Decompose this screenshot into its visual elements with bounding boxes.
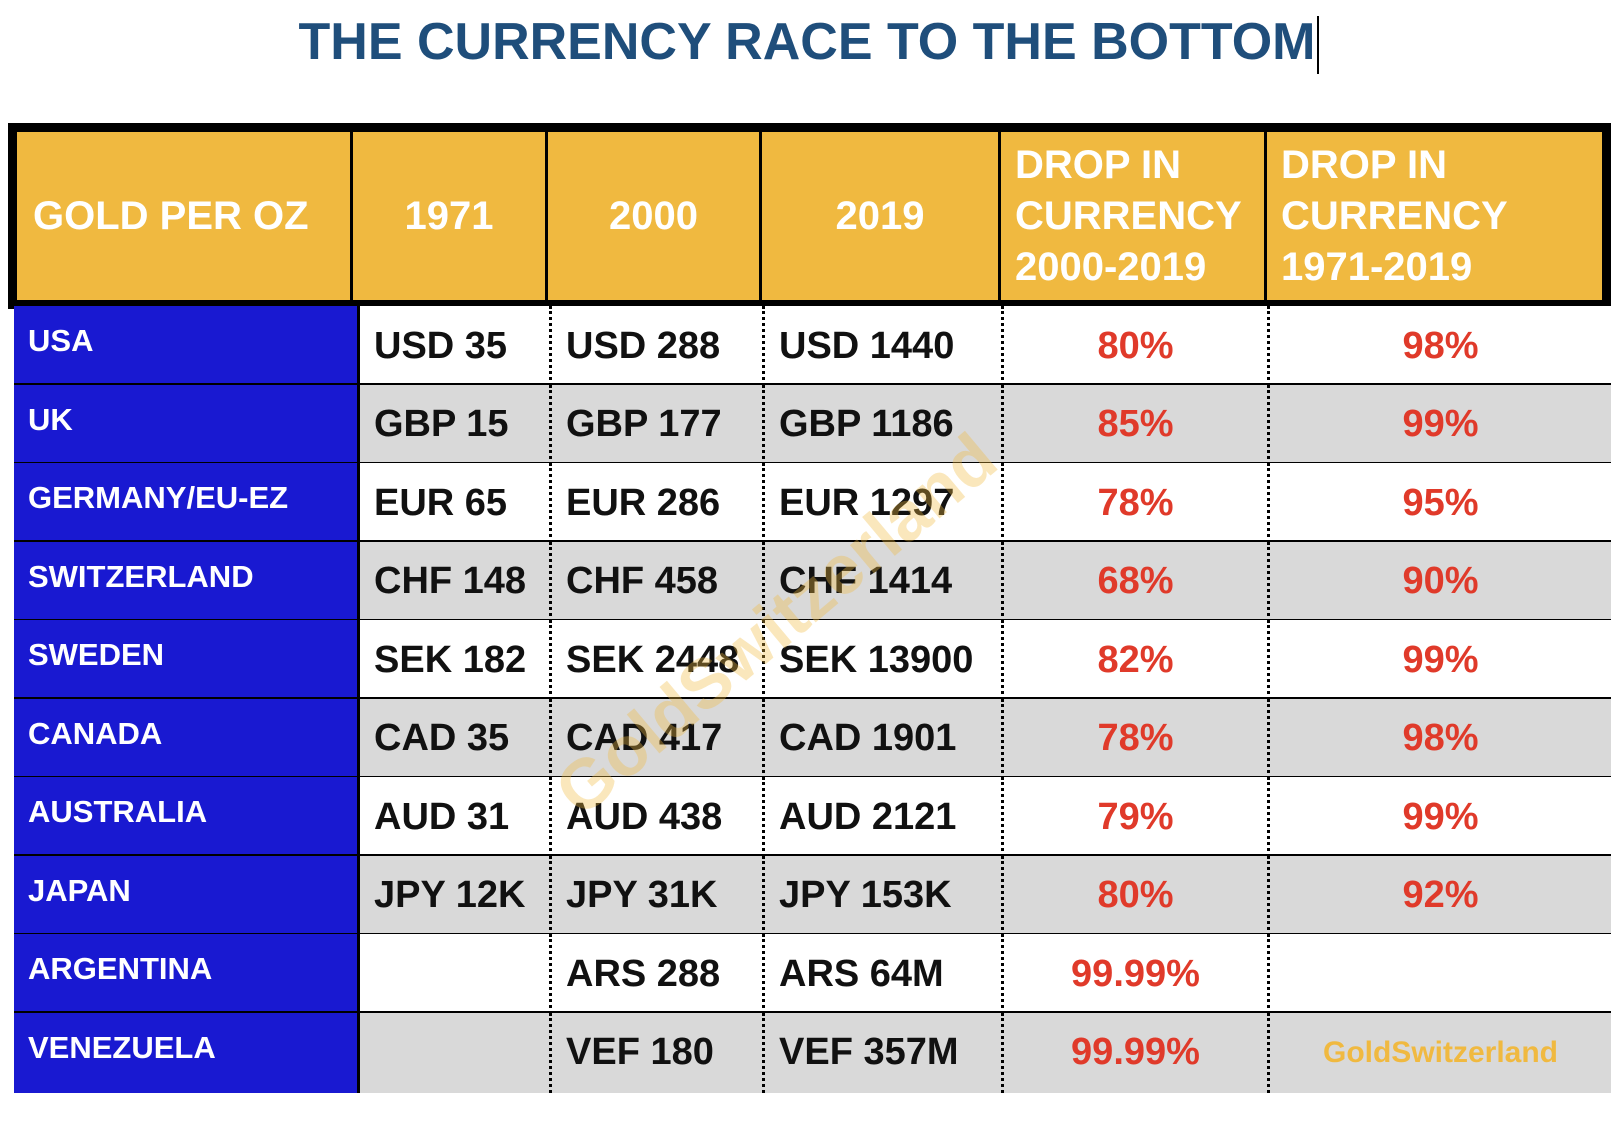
value-cell-drop-2000-2019: 78%: [1001, 698, 1267, 779]
currency-table: GOLD PER OZ 1971 2000 2019 DROP IN CURREN…: [8, 123, 1611, 1093]
value-cell-c2000: AUD 438: [549, 777, 762, 857]
table-row: GERMANY/EU-EZ EUR 65 EUR 286 EUR 1297 78% 95%: [14, 463, 1611, 543]
value-cell-c2000: CAD 417: [549, 698, 762, 779]
value-cell-c1971: USD 35: [374, 324, 508, 367]
country-cell: AUSTRALIA: [14, 777, 360, 857]
value-cell-c1971: [360, 1013, 549, 1093]
country-cell: JAPAN: [14, 855, 360, 936]
value-cell-drop-1971-2019: 98%: [1267, 698, 1611, 779]
value-cell-c1971: EUR 65: [374, 481, 508, 524]
value-cell-c1971: CHF 148: [374, 560, 527, 602]
value-cell-drop-1971-2019: [1267, 934, 1611, 1014]
value-cell-drop-2000-2019: 82%: [1001, 620, 1267, 700]
value-cell-drop-2000-2019: 85%: [1001, 384, 1267, 465]
value-cell-drop-2000-2019: 80%: [1001, 855, 1267, 936]
value-cell-c2000: VEF 180: [549, 1012, 762, 1093]
value-cell-c2000: SEK 2448: [549, 620, 762, 700]
value-cell-drop-2000-2019: 79%: [1001, 777, 1267, 857]
value-cell-drop-1971-2019: 95%: [1267, 463, 1611, 543]
value-cell-drop-2000-2019: 68%: [1001, 541, 1267, 622]
country-cell: UK: [14, 384, 360, 465]
value-cell-drop-1971-2019: 98%: [1267, 306, 1611, 386]
table-row: CANADA CAD 35 CAD 417 CAD 1901 78% 98%: [14, 698, 1611, 779]
header-1971: 1971: [350, 132, 545, 300]
value-cell-drop-2000-2019: 99.99%: [1001, 1012, 1267, 1093]
value-cell-c1971: CAD 35: [374, 717, 510, 759]
value-cell-c2019: ARS 64M: [762, 934, 1001, 1014]
value-cell-c2019: JPY 153K: [762, 855, 1001, 936]
table-row: AUSTRALIA AUD 31 AUD 438 AUD 2121 79% 99%: [14, 777, 1611, 857]
table-header: GOLD PER OZ 1971 2000 2019 DROP IN CURREN…: [8, 123, 1611, 309]
table-row: SWITZERLAND CHF 148 CHF 458 CHF 1414 68% 90%: [14, 541, 1611, 622]
value-cell-c1971: JPY 12K: [374, 874, 526, 916]
value-cell-c2019: AUD 2121: [762, 777, 1001, 857]
value-cell-c2000: ARS 288: [549, 934, 762, 1014]
value-cell-c2019: VEF 357M: [762, 1012, 1001, 1093]
text-cursor: [1317, 16, 1320, 75]
value-cell-drop-2000-2019: 78%: [1001, 463, 1267, 543]
value-cell-drop-1971-2019: 99%: [1267, 620, 1611, 700]
value-cell-c2019: GBP 1186: [762, 384, 1001, 465]
country-cell: SWEDEN: [14, 620, 360, 700]
value-cell-c2019: USD 1440: [762, 306, 1001, 386]
table-row: USA USD 35 USD 288 USD 1440 80% 98%: [14, 306, 1611, 386]
value-cell-drop-2000-2019: 99.99%: [1001, 934, 1267, 1014]
value-cell-drop-1971-2019: GoldSwitzerland: [1267, 1012, 1611, 1093]
value-cell-drop-1971-2019: 99%: [1267, 384, 1611, 465]
country-cell: GERMANY/EU-EZ: [14, 463, 360, 543]
header-drop-2000-2019: DROP IN CURRENCY 2000-2019: [998, 132, 1264, 300]
table-row: UK GBP 15 GBP 177 GBP 1186 85% 99%: [14, 384, 1611, 465]
country-cell: USA: [14, 306, 360, 386]
value-cell-drop-1971-2019: 99%: [1267, 777, 1611, 857]
value-cell-drop-1971-2019: 92%: [1267, 855, 1611, 936]
table-row: ARGENTINA ARS 288 ARS 64M 99.99%: [14, 934, 1611, 1014]
value-cell-c2019: CHF 1414: [762, 541, 1001, 622]
value-cell-c2000: USD 288: [549, 306, 762, 386]
page-title: THE CURRENCY RACE TO THE BOTTOM: [0, 12, 1618, 75]
value-cell-c1971: SEK 182: [374, 638, 527, 681]
header-gold-per-oz: GOLD PER OZ: [33, 193, 309, 238]
table-row: JAPAN JPY 12K JPY 31K JPY 153K 80% 92%: [14, 855, 1611, 936]
table-row: SWEDEN SEK 182 SEK 2448 SEK 13900 82% 99%: [14, 620, 1611, 700]
country-cell: SWITZERLAND: [14, 541, 360, 622]
value-cell-c2019: EUR 1297: [762, 463, 1001, 543]
value-cell-c2000: EUR 286: [549, 463, 762, 543]
value-cell-c2000: CHF 458: [549, 541, 762, 622]
country-cell: CANADA: [14, 698, 360, 779]
value-cell-c2000: GBP 177: [549, 384, 762, 465]
value-cell-c2019: CAD 1901: [762, 698, 1001, 779]
country-cell: ARGENTINA: [14, 934, 360, 1014]
value-cell-c2000: JPY 31K: [549, 855, 762, 936]
header-2019: 2019: [759, 132, 998, 300]
header-2000: 2000: [545, 132, 759, 300]
value-cell-c1971: AUD 31: [374, 795, 510, 838]
value-cell-c2019: SEK 13900: [762, 620, 1001, 700]
table-row: VENEZUELA VEF 180 VEF 357M 99.99% GoldSwitze…: [14, 1012, 1611, 1093]
value-cell-c1971: GBP 15: [374, 403, 509, 445]
country-cell: VENEZUELA: [14, 1012, 360, 1093]
value-cell-drop-2000-2019: 80%: [1001, 306, 1267, 386]
value-cell-drop-1971-2019: 90%: [1267, 541, 1611, 622]
value-cell-c1971: [360, 934, 549, 1014]
header-drop-1971-2019: DROP IN CURRENCY 1971-2019: [1264, 132, 1602, 300]
